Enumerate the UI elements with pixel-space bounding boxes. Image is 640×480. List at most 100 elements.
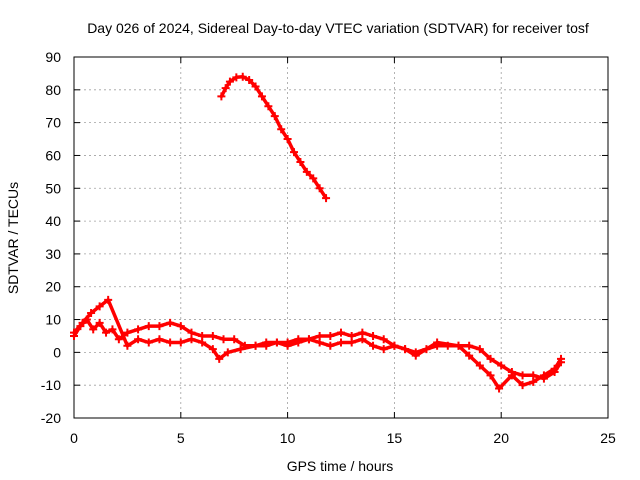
data-point bbox=[262, 338, 271, 347]
data-point bbox=[315, 338, 324, 347]
data-point bbox=[465, 351, 474, 360]
x-tick-label: 0 bbox=[70, 430, 78, 446]
data-point bbox=[272, 338, 281, 347]
data-point bbox=[486, 354, 495, 363]
data-point bbox=[166, 318, 175, 327]
data-point bbox=[225, 77, 234, 86]
y-tick-label: 60 bbox=[45, 147, 61, 163]
data-point bbox=[215, 354, 224, 363]
plot-frame bbox=[73, 56, 609, 419]
data-point bbox=[236, 345, 245, 354]
data-point bbox=[326, 331, 335, 340]
data-point bbox=[251, 341, 260, 350]
data-point bbox=[78, 318, 87, 327]
data-point bbox=[102, 328, 111, 337]
x-tick-label: 15 bbox=[387, 430, 403, 446]
data-point bbox=[176, 322, 185, 331]
x-tick-label: 25 bbox=[600, 430, 616, 446]
data-point bbox=[257, 92, 266, 101]
data-point bbox=[219, 335, 228, 344]
y-tick-label: 90 bbox=[45, 49, 61, 65]
data-point bbox=[114, 335, 123, 344]
data-point bbox=[217, 92, 226, 101]
data-point bbox=[198, 338, 207, 347]
data-point bbox=[497, 361, 506, 370]
y-tick-label: 80 bbox=[45, 82, 61, 98]
data-point bbox=[221, 84, 230, 93]
data-point bbox=[315, 184, 324, 193]
series-low-track-a bbox=[72, 317, 563, 381]
y-tick-label: 40 bbox=[45, 213, 61, 229]
y-tick-label: 0 bbox=[53, 344, 61, 360]
data-point bbox=[309, 174, 318, 183]
data-point bbox=[465, 341, 474, 350]
data-point bbox=[134, 335, 143, 344]
data-point bbox=[557, 354, 566, 363]
data-point bbox=[283, 341, 292, 350]
data-point bbox=[245, 75, 254, 84]
y-tick-label: 20 bbox=[45, 279, 61, 295]
data-point bbox=[223, 348, 232, 357]
data-point bbox=[208, 345, 217, 354]
data-point bbox=[108, 325, 117, 334]
y-tick-label: -10 bbox=[41, 377, 61, 393]
data-point bbox=[283, 135, 292, 144]
data-point bbox=[176, 338, 185, 347]
data-point bbox=[401, 345, 410, 354]
data-point bbox=[251, 82, 260, 91]
data-point bbox=[539, 371, 548, 380]
data-point bbox=[95, 302, 104, 311]
data-point bbox=[433, 338, 442, 347]
data-point bbox=[337, 328, 345, 337]
data-point bbox=[507, 371, 516, 380]
data-point bbox=[326, 341, 335, 350]
data-point bbox=[155, 335, 164, 344]
data-point bbox=[294, 338, 303, 347]
data-point bbox=[379, 345, 388, 354]
data-point bbox=[486, 371, 495, 380]
data-point bbox=[134, 325, 143, 334]
data-point bbox=[302, 167, 311, 176]
data-point bbox=[454, 341, 463, 350]
y-tick-label: -20 bbox=[41, 410, 61, 426]
data-point bbox=[337, 338, 345, 347]
y-tick-label: 70 bbox=[45, 115, 61, 131]
data-point bbox=[529, 377, 538, 386]
data-point bbox=[550, 364, 559, 373]
data-point bbox=[104, 295, 113, 304]
data-point bbox=[89, 325, 98, 334]
data-point bbox=[270, 112, 279, 121]
data-point bbox=[475, 361, 484, 370]
data-point bbox=[264, 102, 273, 111]
data-point bbox=[70, 328, 78, 337]
data-point bbox=[347, 338, 356, 347]
series-layer bbox=[70, 72, 566, 393]
data-point bbox=[379, 335, 388, 344]
data-point bbox=[390, 341, 399, 350]
data-point bbox=[87, 308, 96, 317]
data-point bbox=[238, 72, 247, 81]
y-tick-label: 10 bbox=[45, 312, 61, 328]
data-point bbox=[290, 148, 299, 157]
y-tick-label: 30 bbox=[45, 246, 61, 262]
data-point bbox=[518, 381, 527, 390]
data-point bbox=[166, 338, 175, 347]
data-point bbox=[369, 331, 378, 340]
data-point bbox=[411, 351, 420, 360]
data-point bbox=[304, 335, 313, 344]
data-point bbox=[95, 318, 104, 327]
x-tick-label: 5 bbox=[177, 430, 185, 446]
data-point bbox=[123, 341, 132, 350]
data-point bbox=[208, 331, 217, 340]
x-axis-label: GPS time / hours bbox=[287, 458, 394, 474]
data-point bbox=[358, 335, 367, 344]
data-point bbox=[155, 322, 164, 331]
y-tick-label: 50 bbox=[45, 180, 61, 196]
y-axis-label: SDTVAR / TECUs bbox=[5, 182, 21, 294]
data-point bbox=[475, 345, 484, 354]
data-point bbox=[123, 328, 132, 337]
series-high-arc bbox=[219, 74, 328, 200]
data-point bbox=[187, 335, 196, 344]
